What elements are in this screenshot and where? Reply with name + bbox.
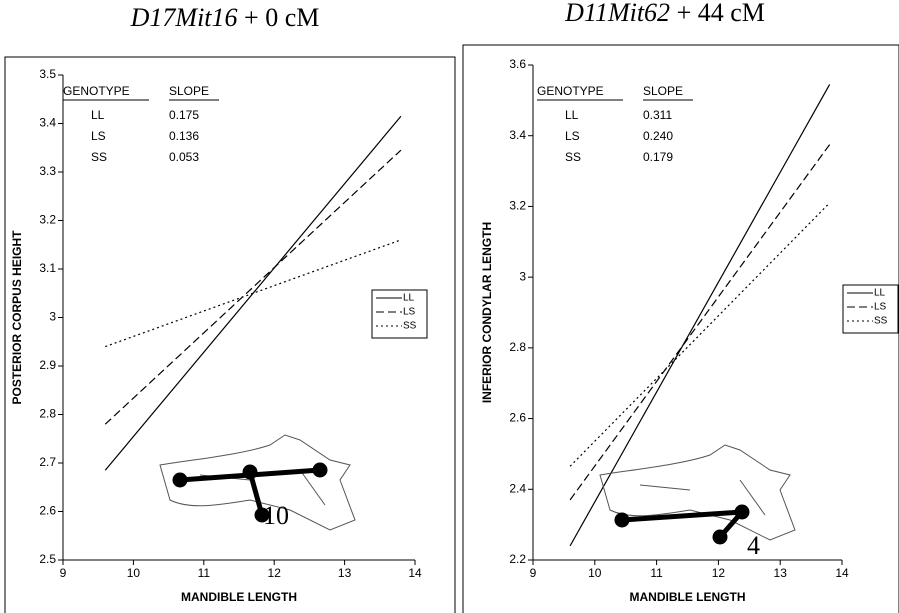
landmark (615, 513, 630, 528)
table-header: SLOPE (643, 84, 683, 98)
x-tick-label: 13 (338, 566, 352, 580)
y-axis-label: INFERIOR CONDYLAR LENGTH (480, 222, 494, 403)
title-marker: D11Mit62 (564, 0, 670, 27)
y-tick-label: 2.8 (509, 340, 526, 354)
panel-frame (5, 57, 455, 613)
x-tick-label: 10 (588, 566, 602, 580)
panel-frame (463, 45, 899, 613)
legend-box (843, 285, 898, 333)
x-axis-label: MANDIBLE LENGTH (181, 590, 297, 604)
landmark (313, 463, 328, 478)
series-line (570, 203, 830, 466)
table-cell: LL (91, 108, 105, 122)
y-tick-label: 2.4 (509, 481, 526, 495)
table-cell: LL (565, 108, 579, 122)
table-cell: 0.311 (643, 108, 672, 122)
series-line (570, 84, 830, 545)
title-marker: D17Mit16 (130, 3, 238, 32)
table-cell: 0.179 (643, 150, 673, 164)
legend-label: LL (403, 293, 415, 304)
y-tick-label: 2.9 (39, 358, 56, 372)
x-tick-label: 11 (198, 566, 211, 580)
series-line (105, 150, 401, 424)
table-cell: 0.175 (169, 108, 199, 122)
y-tick-label: 2.2 (509, 552, 526, 566)
y-tick-label: 2.5 (39, 552, 56, 566)
y-tick-label: 3.1 (39, 261, 56, 275)
annotation: 10 (263, 501, 289, 530)
table-cell: 0.136 (169, 129, 199, 143)
y-tick-label: 3.4 (39, 116, 56, 130)
legend-label: LS (403, 307, 416, 318)
y-tick-label: 3 (49, 310, 56, 324)
legend-label: LS (874, 302, 887, 313)
y-tick-label: 3.5 (39, 67, 56, 81)
x-tick-label: 10 (127, 566, 141, 580)
y-tick-label: 2.6 (509, 411, 526, 425)
legend-label: SS (874, 316, 888, 327)
x-tick-label: 12 (268, 566, 282, 580)
y-tick-label: 2.6 (39, 504, 56, 518)
table-header: GENOTYPE (63, 84, 130, 98)
title-position: + 0 cM (244, 3, 319, 32)
chart-title: D17Mit16 + 0 cM (130, 3, 320, 32)
y-tick-label: 2.7 (39, 455, 56, 469)
table-cell: 0.053 (169, 150, 199, 164)
x-tick-label: 14 (835, 566, 849, 580)
series-line (105, 116, 401, 470)
y-tick-label: 3.2 (39, 213, 56, 227)
legend-label: SS (403, 321, 417, 332)
mandible-sketch (600, 445, 795, 540)
chart-title: D11Mit62 + 44 cM (564, 0, 765, 27)
table-cell: 0.240 (643, 129, 673, 143)
x-tick-label: 11 (650, 566, 663, 580)
series-line (570, 145, 830, 500)
y-tick-label: 3.6 (509, 57, 526, 71)
table-header: GENOTYPE (537, 84, 604, 98)
y-tick-label: 3.2 (509, 199, 526, 213)
table-cell: SS (91, 150, 107, 164)
landmark (713, 530, 728, 545)
x-axis-label: MANDIBLE LENGTH (630, 590, 746, 604)
y-axis-label: POSTERIOR CORPUS HEIGHT (10, 230, 24, 405)
table-cell: LS (91, 129, 106, 143)
landmark (173, 473, 188, 488)
x-tick-label: 13 (774, 566, 788, 580)
x-tick-label: 9 (60, 566, 67, 580)
legend-box (372, 290, 427, 338)
table-cell: LS (565, 129, 580, 143)
y-tick-label: 3 (519, 269, 526, 283)
landmark (735, 505, 750, 520)
table-cell: SS (565, 150, 581, 164)
x-tick-label: 14 (408, 566, 422, 580)
y-tick-label: 2.8 (39, 407, 56, 421)
y-tick-label: 3.4 (509, 128, 526, 142)
landmark (243, 465, 258, 480)
title-position: + 44 cM (677, 0, 765, 27)
annotation: 4 (747, 531, 760, 560)
x-tick-label: 12 (712, 566, 726, 580)
table-header: SLOPE (169, 84, 209, 98)
y-tick-label: 3.3 (39, 164, 56, 178)
figure: D17Mit16 + 0 cM 2.5 2.6 2.7 2.8 2.9 3 3.1 3.2 3.3… (0, 0, 899, 613)
legend-label: LL (874, 288, 886, 299)
x-tick-label: 9 (530, 566, 537, 580)
